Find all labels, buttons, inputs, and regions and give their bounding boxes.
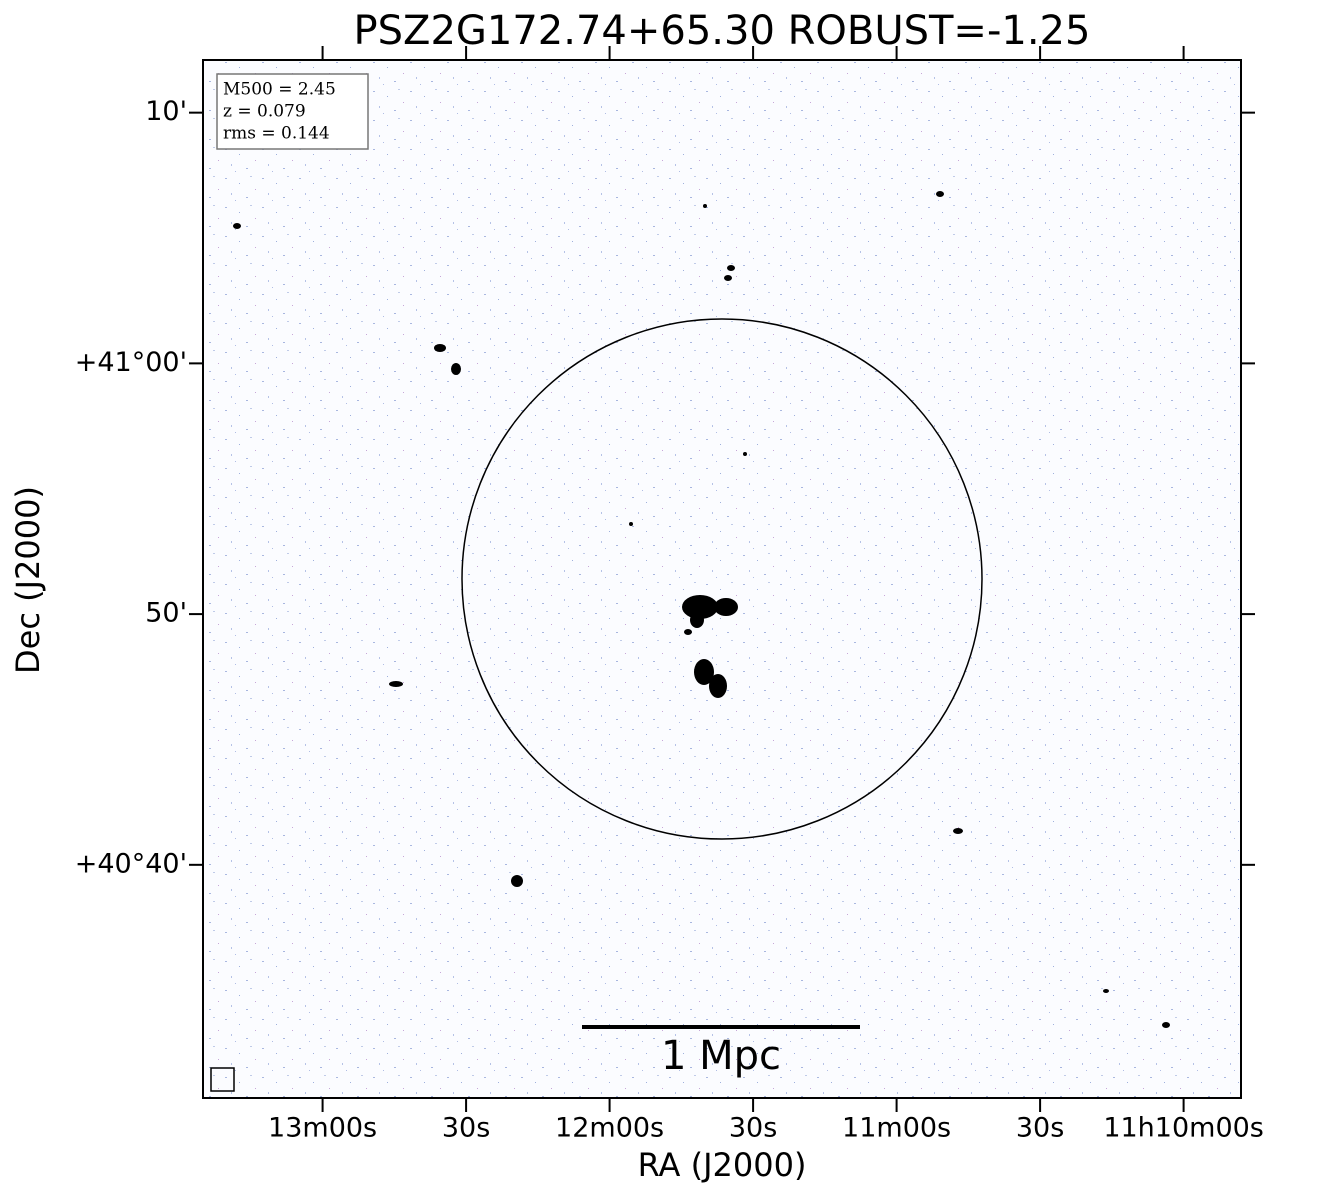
y-tick-label: 10' xyxy=(145,96,187,127)
annotation: M500 = 2.45 xyxy=(223,80,336,100)
chart-title: PSZ2G172.74+65.30 ROBUST=-1.25 xyxy=(354,8,1091,54)
x-tick-label: 12m00s xyxy=(555,1113,664,1144)
y-tick-label: 50' xyxy=(145,598,187,629)
scale-bar-label: 1 Mpc xyxy=(661,1033,781,1079)
x-tick-label: 11m00s xyxy=(842,1113,951,1144)
radio-map xyxy=(203,60,1241,1098)
beam xyxy=(210,1067,235,1092)
x-tick-label: 30s xyxy=(1016,1113,1064,1144)
x-tick-label: 30s xyxy=(729,1113,777,1144)
y-tick-label: +41°00' xyxy=(75,347,187,378)
x-tick-label: 11h10m00s xyxy=(1103,1113,1264,1144)
annotation: rms = 0.144 xyxy=(223,124,330,144)
r500-circle xyxy=(461,318,983,840)
x-tick-label: 13m00s xyxy=(268,1113,377,1144)
info-box xyxy=(216,73,369,150)
y-axis-label: Dec (J2000) xyxy=(9,486,47,674)
x-tick-label: 30s xyxy=(442,1113,490,1144)
x-axis-label: RA (J2000) xyxy=(638,1146,807,1184)
sources xyxy=(233,191,1170,1028)
y-tick-label: +40°40' xyxy=(75,848,187,879)
plot-frame xyxy=(202,59,1242,1099)
annotation: z = 0.079 xyxy=(223,102,306,122)
